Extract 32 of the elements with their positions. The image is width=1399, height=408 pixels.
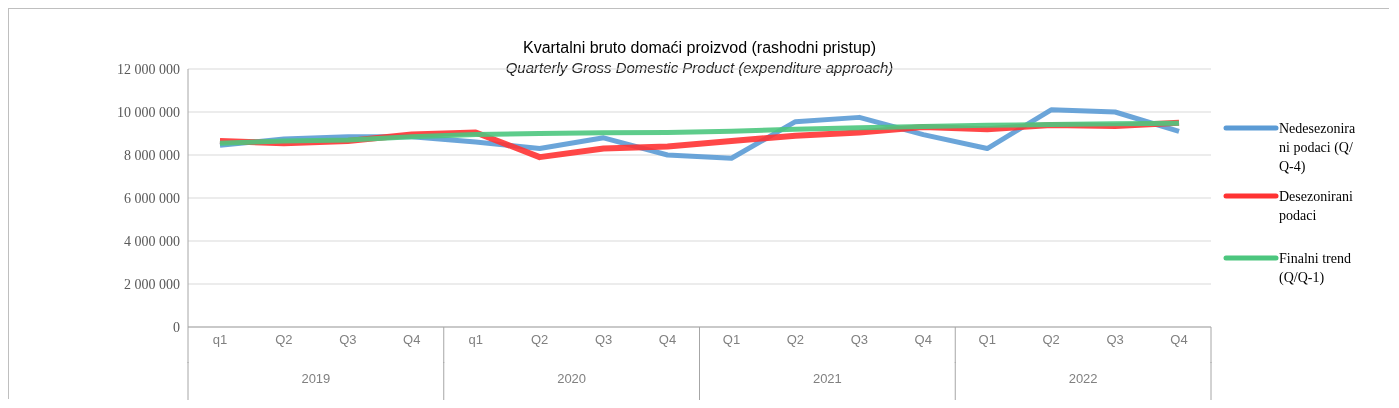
y-tick-label: 6 000 000: [124, 190, 180, 206]
x-tick-label: Q3: [1106, 332, 1124, 348]
text: 2022: [1067, 371, 1099, 386]
y-tick-label: 2 000 000: [124, 276, 180, 292]
text: 2019: [300, 371, 332, 386]
x-tick-label: q1: [212, 332, 228, 348]
legend-label: Finalni trend (Q/Q-1): [1279, 250, 1352, 287]
x-tick-label: q1: [468, 332, 483, 348]
x-tick-label: Q2: [530, 332, 549, 348]
x-tick-label: Q2: [275, 332, 293, 348]
x-tick-label: Q4: [658, 332, 677, 348]
x-tick-label: Q1: [978, 332, 996, 348]
x-tick-label: Q3: [850, 332, 869, 348]
x-tick-label: Q4: [1170, 332, 1188, 348]
y-tick-label: 10 000 000: [117, 104, 180, 120]
x-tick-label: Q4: [403, 332, 421, 348]
x-tick-label: Q1: [722, 332, 741, 348]
x-tick-label: Q4: [914, 332, 932, 348]
text: 2020: [556, 371, 588, 386]
x-tick-label: Q2: [1042, 332, 1060, 348]
y-tick-label: 4 000 000: [124, 233, 180, 249]
y-tick-label: 12 000 000: [117, 61, 180, 77]
y-tick-label: 8 000 000: [124, 147, 180, 163]
x-tick-label: Q3: [339, 332, 357, 348]
chart-subtitle: Quarterly Gross Domestic Product (expenditure approach): [504, 59, 895, 76]
legend-label: Desezonirani podaci: [1279, 188, 1354, 225]
x-tick-label: Q2: [786, 332, 805, 348]
y-tick-label: 0: [173, 319, 180, 335]
legend-label: Nedesezonirani podaci (Q/Q-4): [1279, 120, 1357, 176]
x-tick-label: Q3: [594, 332, 613, 348]
chart-title: Kvartalni bruto domaći proizvod (rashodni pristup): [521, 39, 878, 57]
text: 2021: [811, 371, 843, 386]
